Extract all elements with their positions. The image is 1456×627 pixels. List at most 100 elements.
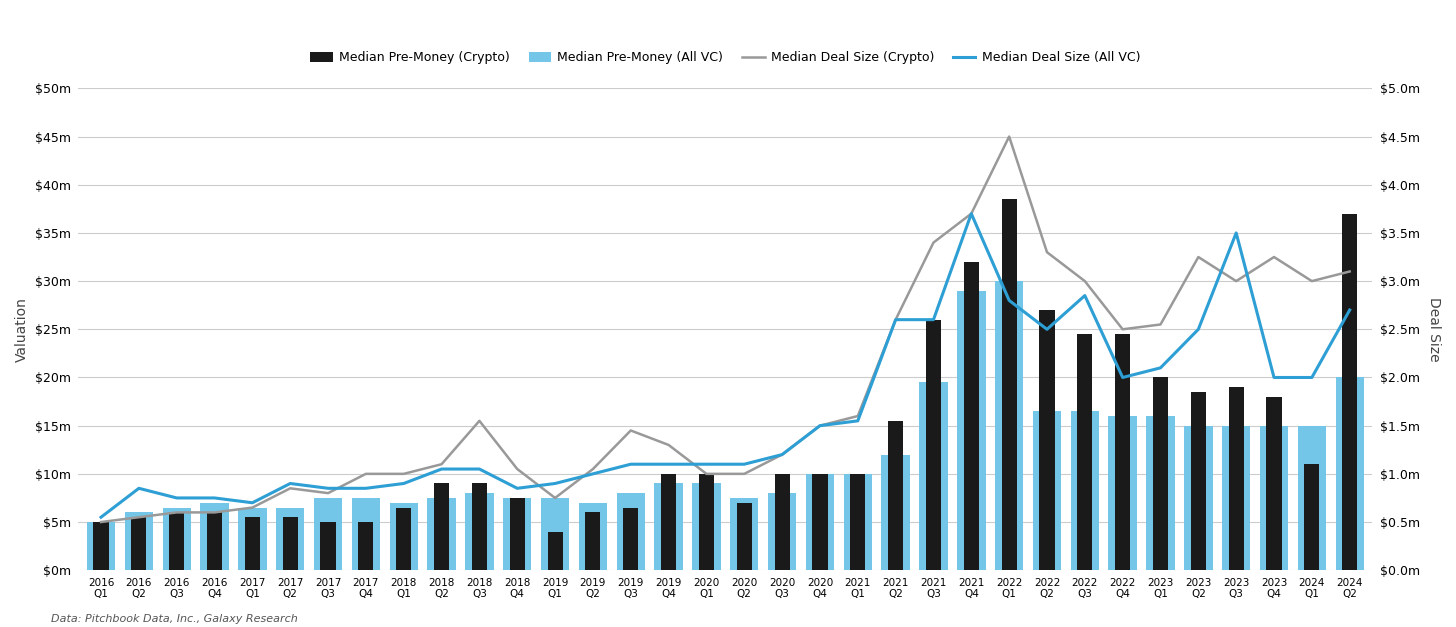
Median Deal Size (Crypto) bbox=[432, 460, 450, 468]
Bar bbox=[277, 508, 304, 570]
Bar bbox=[352, 498, 380, 570]
Median Deal Size (All VC) bbox=[1152, 364, 1169, 372]
Median Deal Size (All VC) bbox=[1190, 325, 1207, 333]
Median Deal Size (All VC) bbox=[1303, 374, 1321, 381]
Bar bbox=[131, 517, 147, 570]
Bar bbox=[169, 512, 185, 570]
Bar bbox=[737, 503, 751, 570]
Median Deal Size (All VC) bbox=[697, 460, 715, 468]
Bar bbox=[1191, 392, 1206, 570]
Median Deal Size (Crypto) bbox=[697, 470, 715, 478]
Median Deal Size (Crypto) bbox=[1303, 277, 1321, 285]
Median Deal Size (All VC) bbox=[395, 480, 412, 487]
Median Deal Size (Crypto) bbox=[508, 465, 526, 473]
Bar bbox=[540, 498, 569, 570]
Bar bbox=[93, 522, 109, 570]
Median Deal Size (Crypto) bbox=[584, 465, 601, 473]
Bar bbox=[729, 498, 759, 570]
Bar bbox=[699, 474, 713, 570]
Bar bbox=[1040, 310, 1054, 570]
Bar bbox=[163, 508, 191, 570]
Median Deal Size (All VC) bbox=[1114, 374, 1131, 381]
Bar bbox=[1070, 411, 1099, 570]
Bar bbox=[428, 498, 456, 570]
Median Deal Size (Crypto) bbox=[1190, 253, 1207, 261]
Median Deal Size (Crypto) bbox=[1114, 325, 1131, 333]
Median Deal Size (Crypto) bbox=[622, 427, 639, 435]
Median Deal Size (All VC) bbox=[205, 494, 223, 502]
Median Deal Size (Crypto) bbox=[735, 470, 753, 478]
Bar bbox=[396, 508, 411, 570]
Legend: Median Pre-Money (Crypto), Median Pre-Money (All VC), Median Deal Size (Crypto),: Median Pre-Money (Crypto), Median Pre-Mo… bbox=[306, 46, 1146, 70]
Median Deal Size (Crypto) bbox=[1038, 248, 1056, 256]
Median Deal Size (All VC) bbox=[281, 480, 298, 487]
Bar bbox=[1335, 377, 1364, 570]
Median Deal Size (All VC) bbox=[887, 316, 904, 324]
Bar bbox=[1297, 426, 1326, 570]
Median Deal Size (All VC) bbox=[508, 485, 526, 492]
Bar bbox=[510, 498, 524, 570]
Median Deal Size (All VC) bbox=[584, 470, 601, 478]
Bar bbox=[919, 382, 948, 570]
Bar bbox=[775, 474, 789, 570]
Median Deal Size (All VC) bbox=[357, 485, 374, 492]
Bar bbox=[282, 517, 298, 570]
Median Deal Size (Crypto) bbox=[319, 489, 336, 497]
Bar bbox=[504, 498, 531, 570]
Bar bbox=[843, 474, 872, 570]
Median Deal Size (All VC) bbox=[319, 485, 336, 492]
Bar bbox=[1002, 199, 1016, 570]
Line: Median Deal Size (Crypto): Median Deal Size (Crypto) bbox=[100, 137, 1350, 522]
Bar bbox=[1077, 334, 1092, 570]
Median Deal Size (All VC) bbox=[470, 465, 488, 473]
Median Deal Size (Crypto) bbox=[1000, 133, 1018, 140]
Bar bbox=[654, 483, 683, 570]
Median Deal Size (All VC) bbox=[773, 451, 791, 458]
Bar bbox=[320, 522, 336, 570]
Bar bbox=[767, 493, 796, 570]
Bar bbox=[1305, 464, 1319, 570]
Text: Data: Pitchbook Data, Inc., Galaxy Research: Data: Pitchbook Data, Inc., Galaxy Resea… bbox=[51, 614, 297, 624]
Bar bbox=[1267, 397, 1281, 570]
Bar bbox=[239, 508, 266, 570]
Median Deal Size (All VC) bbox=[811, 422, 828, 429]
Bar bbox=[1229, 387, 1243, 570]
Y-axis label: Deal Size: Deal Size bbox=[1427, 297, 1441, 362]
Bar bbox=[1153, 377, 1168, 570]
Bar bbox=[207, 512, 223, 570]
Median Deal Size (Crypto) bbox=[470, 417, 488, 424]
Median Deal Size (All VC) bbox=[167, 494, 185, 502]
Bar bbox=[1115, 334, 1130, 570]
Median Deal Size (All VC) bbox=[849, 417, 866, 424]
Median Deal Size (Crypto) bbox=[205, 508, 223, 516]
Bar bbox=[850, 474, 865, 570]
Bar bbox=[585, 512, 600, 570]
Median Deal Size (Crypto) bbox=[1152, 321, 1169, 329]
Bar bbox=[1032, 411, 1061, 570]
Bar bbox=[390, 503, 418, 570]
Bar bbox=[87, 522, 115, 570]
Median Deal Size (Crypto) bbox=[357, 470, 374, 478]
Bar bbox=[1259, 426, 1289, 570]
Bar bbox=[1184, 426, 1213, 570]
Median Deal Size (Crypto) bbox=[660, 441, 677, 449]
Median Deal Size (Crypto) bbox=[811, 422, 828, 429]
Median Deal Size (Crypto) bbox=[887, 316, 904, 324]
Median Deal Size (All VC) bbox=[130, 485, 147, 492]
Bar bbox=[692, 483, 721, 570]
Median Deal Size (All VC) bbox=[432, 465, 450, 473]
Median Deal Size (Crypto) bbox=[546, 494, 563, 502]
Bar bbox=[466, 493, 494, 570]
Bar bbox=[245, 517, 261, 570]
Median Deal Size (All VC) bbox=[1038, 325, 1056, 333]
Bar bbox=[616, 493, 645, 570]
Median Deal Size (All VC) bbox=[925, 316, 942, 324]
Bar bbox=[812, 474, 827, 570]
Line: Median Deal Size (All VC): Median Deal Size (All VC) bbox=[100, 214, 1350, 517]
Median Deal Size (All VC) bbox=[660, 460, 677, 468]
Median Deal Size (Crypto) bbox=[1341, 268, 1358, 275]
Median Deal Size (Crypto) bbox=[1076, 277, 1093, 285]
Bar bbox=[578, 503, 607, 570]
Median Deal Size (All VC) bbox=[243, 499, 261, 507]
Median Deal Size (Crypto) bbox=[92, 519, 109, 526]
